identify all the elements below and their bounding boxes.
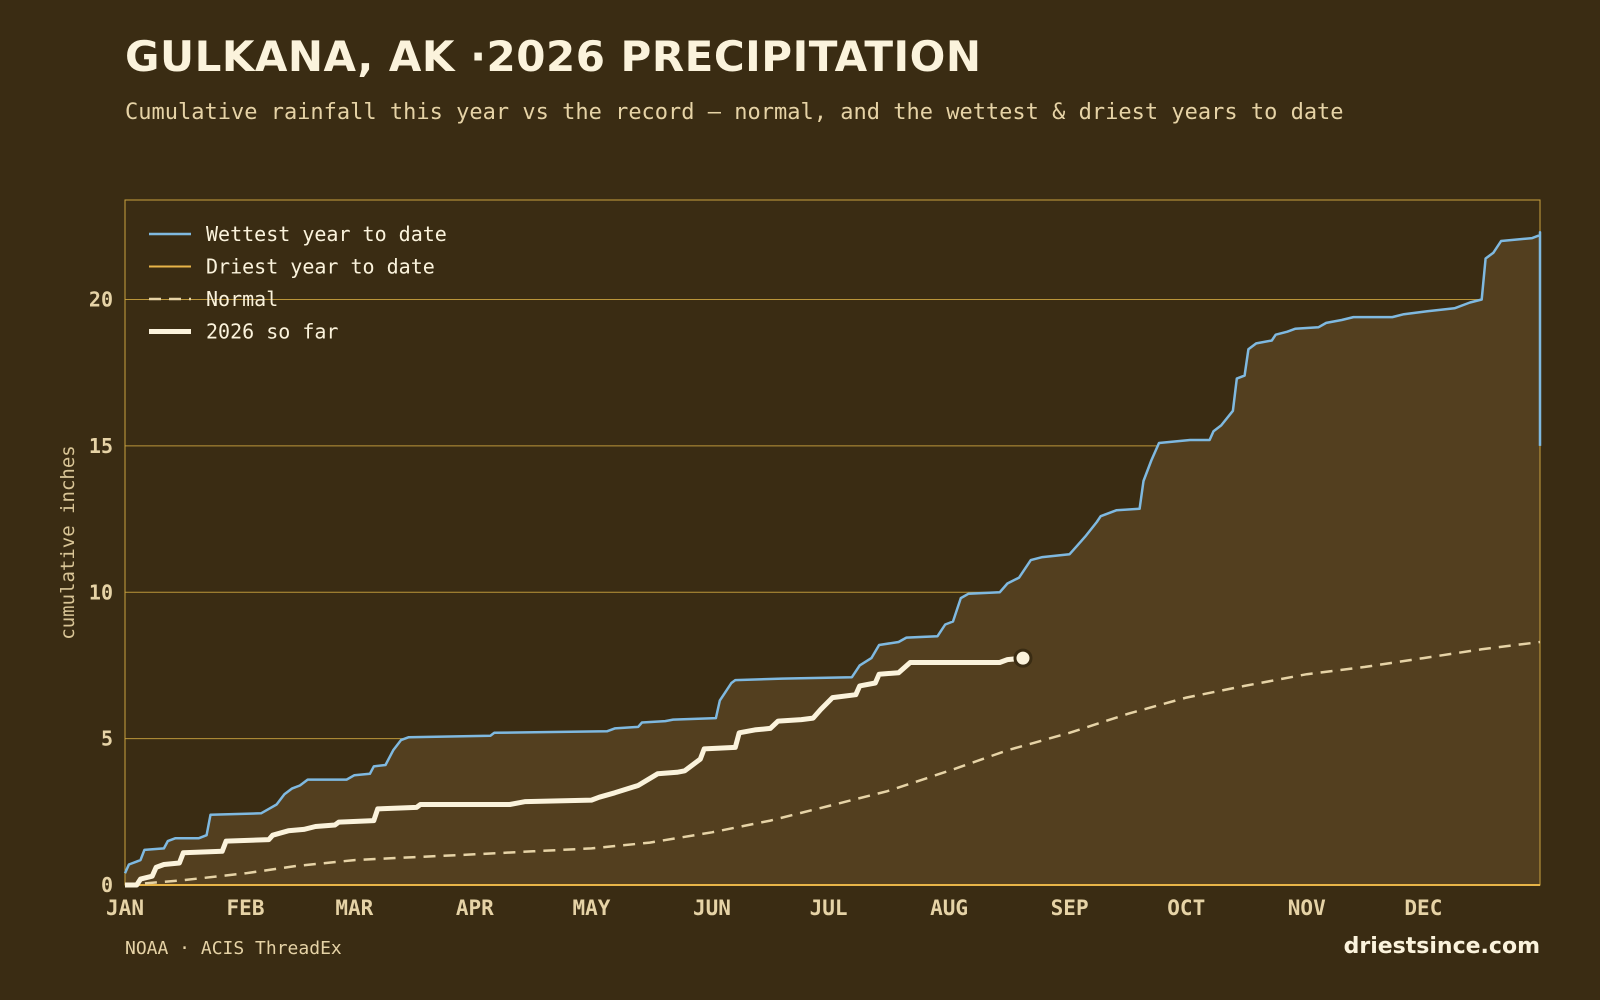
x-tick-label-oct: OCT: [1167, 896, 1205, 920]
wettest-area-layer: [125, 232, 1540, 885]
legend-label-wettest: Wettest year to date: [206, 222, 447, 246]
x-tick-label-aug: AUG: [930, 896, 968, 920]
series-normal-line: [124, 640, 1541, 887]
x-tick-label-nov: NOV: [1288, 896, 1326, 920]
chart-legend: Wettest year to date Driest year to date N…: [149, 222, 447, 344]
data-source: NOAA · ACIS ThreadEx: [125, 938, 342, 959]
legend-label-normal: Normal: [206, 287, 278, 311]
series-wettest-line: [123, 230, 1542, 874]
y-tick-label: 0: [101, 873, 113, 897]
y-tick-label: 15: [89, 434, 113, 458]
x-tick-label-feb: FEB: [227, 896, 265, 920]
page-subtitle: Cumulative rainfall this year vs the rec…: [125, 100, 1344, 125]
y-tick-label: 5: [101, 727, 113, 751]
legend-label-current: 2026 so far: [206, 320, 338, 344]
x-tick-label-jun: JUN: [693, 896, 731, 920]
x-tick-label-jul: JUL: [810, 896, 848, 920]
brand-link[interactable]: driestsince.com: [1343, 934, 1540, 959]
page-title: GULKANA, AK ·2026 PRECIPITATION: [125, 32, 982, 81]
current-value-marker[interactable]: [1013, 648, 1033, 668]
x-tick-label-sep: SEP: [1051, 896, 1089, 920]
legend-label-driest: Driest year to date: [206, 255, 435, 279]
x-tick-label-mar: MAR: [335, 896, 373, 920]
record-range-area: [125, 232, 1540, 885]
y-axis-label: cumulative inches: [57, 445, 79, 639]
x-tick-label-apr: APR: [456, 896, 494, 920]
series-layer: [123, 230, 1542, 888]
x-tick-label-jan: JAN: [106, 896, 144, 920]
series-2026-line: [125, 655, 1024, 888]
x-tick-label-dec: DEC: [1404, 896, 1442, 920]
x-tick-label-may: MAY: [573, 896, 611, 920]
axis-layer: 0 5 10 15 20 JAN FEB MAR APR MAY JUN JUL AUG SEP OCT NO…: [57, 288, 1442, 920]
y-tick-label: 10: [89, 580, 113, 604]
y-tick-label: 20: [89, 288, 113, 312]
